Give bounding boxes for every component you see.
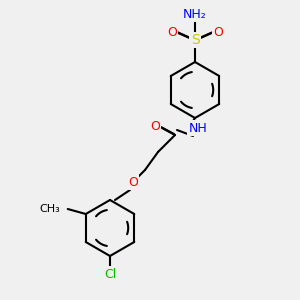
Text: O: O — [128, 176, 138, 188]
Text: O: O — [167, 26, 177, 38]
Text: S: S — [190, 33, 200, 47]
Text: Cl: Cl — [104, 268, 116, 281]
Text: CH₃: CH₃ — [39, 204, 60, 214]
Text: O: O — [213, 26, 223, 38]
Text: NH₂: NH₂ — [183, 8, 207, 20]
Text: NH: NH — [189, 122, 207, 134]
Text: O: O — [150, 119, 160, 133]
